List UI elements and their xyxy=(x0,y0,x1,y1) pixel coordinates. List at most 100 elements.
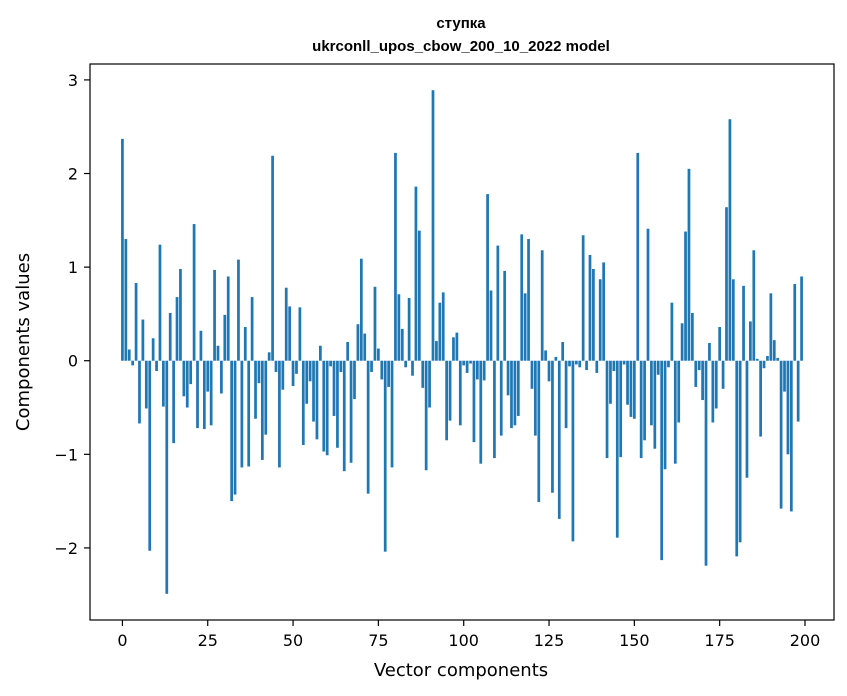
bar-129 xyxy=(561,342,565,361)
bar-117 xyxy=(520,234,524,361)
bar-114 xyxy=(510,360,513,429)
bar-159 xyxy=(663,360,667,470)
bar-83 xyxy=(404,360,408,368)
y-tick-label: −2 xyxy=(54,539,78,558)
bar-154 xyxy=(646,228,650,361)
bar-0 xyxy=(121,138,124,361)
bar-48 xyxy=(284,287,288,361)
bar-70 xyxy=(359,258,363,361)
bar-136 xyxy=(585,360,588,371)
bar-112 xyxy=(503,270,507,361)
bar-92 xyxy=(435,341,438,361)
bar-24 xyxy=(202,360,206,430)
bar-182 xyxy=(742,285,745,361)
bar-44 xyxy=(271,155,274,361)
plot-frame xyxy=(89,63,835,621)
bar-11 xyxy=(158,244,162,361)
bar-13 xyxy=(165,360,169,594)
bar-162 xyxy=(673,360,677,464)
bar-53 xyxy=(301,360,305,445)
bar-29 xyxy=(220,360,223,394)
bar-31 xyxy=(226,276,230,361)
bar-132 xyxy=(571,360,575,542)
bar-22 xyxy=(196,360,199,429)
bar-75 xyxy=(377,348,380,361)
bar-76 xyxy=(380,360,384,380)
bar-192 xyxy=(776,357,780,361)
x-tick-label: 25 xyxy=(198,631,218,650)
bar-133 xyxy=(574,360,578,365)
bar-102 xyxy=(469,360,472,364)
bar-156 xyxy=(653,360,657,449)
bar-66 xyxy=(346,342,350,361)
bar-3 xyxy=(131,360,135,366)
x-tick-label: 75 xyxy=(368,631,388,650)
bar-49 xyxy=(288,306,292,361)
bar-78 xyxy=(387,360,390,387)
x-tick-label: 175 xyxy=(704,631,735,650)
bar-30 xyxy=(223,314,227,361)
bar-183 xyxy=(745,360,749,478)
bar-176 xyxy=(721,360,725,389)
bar-106 xyxy=(482,360,486,381)
bar-142 xyxy=(605,360,609,459)
bar-94 xyxy=(441,292,445,361)
bar-41 xyxy=(260,360,264,460)
bar-67 xyxy=(349,360,353,463)
bar-188 xyxy=(762,360,766,369)
bar-99 xyxy=(458,360,462,426)
bar-184 xyxy=(749,321,752,361)
x-tick-label: 0 xyxy=(117,631,127,650)
bar-89 xyxy=(424,360,428,471)
bar-171 xyxy=(704,360,708,566)
bar-178 xyxy=(728,119,732,361)
bar-series xyxy=(121,90,803,594)
bar-97 xyxy=(452,337,455,361)
bar-28 xyxy=(216,345,220,361)
bar-107 xyxy=(486,194,489,361)
bar-43 xyxy=(267,352,271,361)
bar-138 xyxy=(592,268,595,361)
bar-146 xyxy=(619,360,623,458)
bar-161 xyxy=(670,302,674,361)
bar-86 xyxy=(414,186,418,361)
y-tick-label: 2 xyxy=(68,165,78,184)
bar-137 xyxy=(588,254,592,361)
bar-23 xyxy=(199,330,203,361)
bar-155 xyxy=(650,360,653,426)
bar-165 xyxy=(684,231,687,361)
bar-139 xyxy=(595,360,599,373)
bar-20 xyxy=(189,360,193,385)
bar-193 xyxy=(779,360,783,509)
bar-91 xyxy=(431,90,435,361)
bar-123 xyxy=(540,250,544,361)
bar-7 xyxy=(144,360,148,409)
bar-96 xyxy=(448,360,452,421)
x-axis-ticks: 0 25 50 75 100 125 150 175 200 xyxy=(117,620,820,650)
bar-52 xyxy=(298,307,302,361)
bar-196 xyxy=(789,360,793,512)
x-tick-label: 50 xyxy=(283,631,303,650)
bar-189 xyxy=(766,356,769,361)
bar-82 xyxy=(400,328,404,361)
bar-194 xyxy=(783,360,786,392)
bar-58 xyxy=(319,345,322,361)
bar-169 xyxy=(697,360,701,371)
x-tick-label: 100 xyxy=(448,631,479,650)
bar-185 xyxy=(752,250,756,361)
bar-187 xyxy=(759,360,762,437)
y-axis-label: Components values xyxy=(13,253,34,431)
bar-103 xyxy=(472,360,476,443)
bar-42 xyxy=(264,360,268,435)
bar-163 xyxy=(677,360,681,423)
bar-147 xyxy=(622,360,626,365)
bar-144 xyxy=(612,360,616,372)
bar-164 xyxy=(680,323,684,361)
bar-151 xyxy=(636,152,640,361)
y-tick-label: 1 xyxy=(68,258,78,277)
bar-55 xyxy=(308,360,312,382)
bar-33 xyxy=(233,360,237,495)
bar-17 xyxy=(179,268,182,361)
bar-191 xyxy=(772,340,776,361)
